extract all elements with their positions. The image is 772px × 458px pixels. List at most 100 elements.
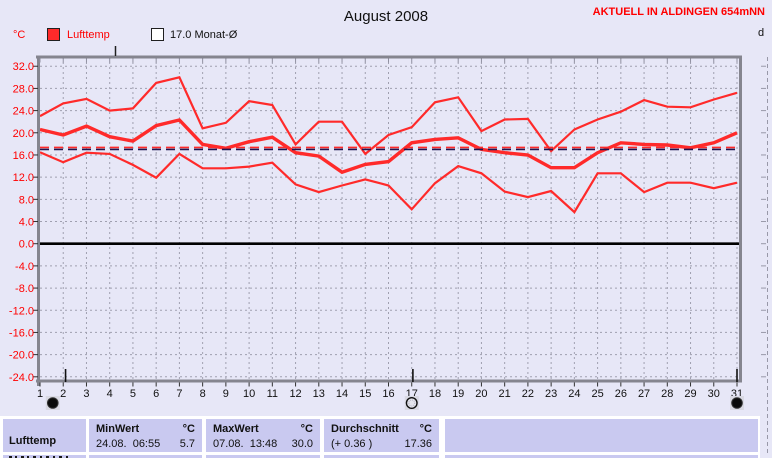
chart-grid [40, 57, 741, 381]
clipped-text-fragment [53, 456, 55, 458]
x-tick-label: 27 [638, 388, 650, 400]
next-chart-truncated-label: d [758, 27, 765, 39]
new-moon-icon [46, 397, 59, 409]
next-chart-truncated-axis [761, 57, 768, 456]
clipped-text-fragment [66, 456, 68, 458]
durchschnitt-unit: °C [419, 423, 432, 435]
y-axis-labels: 32.0 28.0 24.0 20.0 16.0 12.0 8.0 4.0 0.0 -4.0 -8.… [9, 61, 34, 384]
clipped-text-fragment [40, 456, 42, 458]
x-tick-label: 19 [452, 388, 464, 400]
y-tick-label: -24.0 [9, 372, 34, 384]
x-tick-label: 23 [545, 388, 557, 400]
legend-item-monat-avg[interactable]: 17.0 Monat-Ø [151, 28, 237, 41]
clipped-text-fragment [21, 456, 24, 458]
durchschnitt-detail: (+ 0.36 ) [331, 438, 373, 450]
clipped-second-row-cell [206, 455, 320, 458]
summary-table: Lufttemp MinWert °C 24.08. 06:55 5.7 Max… [0, 416, 760, 458]
y-tick-label: 24.0 [13, 106, 34, 118]
monat-avg-swatch-icon[interactable] [151, 28, 164, 41]
x-tick-label: 1 [37, 388, 43, 400]
lufttemp-max-line [39, 76, 738, 156]
x-tick-label: 14 [336, 388, 348, 400]
x-tick-label: 30 [708, 388, 720, 400]
x-tick-label: 22 [522, 388, 534, 400]
x-tick-label: 20 [475, 388, 487, 400]
moon-phase-markers [45, 369, 744, 410]
durchschnitt-cell: Durchschnitt °C (+ 0.36 ) 17.36 [324, 419, 439, 452]
x-tick-label: 3 [83, 388, 89, 400]
x-tick-label: 6 [153, 388, 159, 400]
plot-frame [36, 46, 742, 386]
clipped-second-row-cell [445, 455, 758, 458]
monat-avg-legend-label: 17.0 Monat-Ø [170, 28, 238, 41]
maxwert-unit: °C [300, 423, 313, 435]
maxwert-header: MaxWert [213, 423, 259, 435]
y-tick-label: -12.0 [9, 305, 34, 317]
x-tick-label: 10 [243, 388, 255, 400]
x-tick-label: 15 [359, 388, 371, 400]
new-moon-icon [731, 397, 743, 409]
x-tick-label: 7 [176, 388, 182, 400]
durchschnitt-value: 17.36 [404, 438, 432, 450]
clipped-second-row-cell [324, 455, 439, 458]
x-tick-label: 16 [382, 388, 394, 400]
station-label: AKTUELL IN ALDINGEN 654mNN [592, 6, 765, 18]
maxwert-value: 30.0 [291, 438, 313, 450]
y-tick-label: 16.0 [13, 150, 34, 162]
average-reference-lines [40, 146, 741, 151]
y-tick-label: 32.0 [13, 61, 34, 73]
x-tick-label: 28 [661, 388, 673, 400]
lufttemp-mean-line [39, 118, 738, 175]
x-tick-label: 4 [107, 388, 113, 400]
y-axis-unit: °C [13, 29, 26, 41]
y-tick-label: -8.0 [15, 283, 34, 295]
minwert-value: 5.7 [179, 438, 195, 450]
temperature-series [39, 76, 738, 214]
y-tick-label: -16.0 [9, 327, 34, 339]
x-tick-label: 26 [615, 388, 627, 400]
minwert-datetime: 24.08. 06:55 [96, 438, 161, 450]
clipped-text-fragment [9, 456, 12, 458]
empty-summary-cell [445, 419, 758, 452]
x-tick-label: 8 [200, 388, 206, 400]
full-moon-icon [405, 397, 418, 410]
lufttemp-min-line [39, 151, 738, 214]
page-title: August 2008 [343, 8, 429, 25]
y-tick-label: -20.0 [9, 350, 34, 362]
minwert-cell: MinWert °C 24.08. 06:55 5.7 [89, 419, 202, 452]
minwert-unit: °C [182, 423, 195, 435]
x-tick-label: 18 [429, 388, 441, 400]
x-axis-labels: 1 2 3 4 5 6 7 8 9 10 11 12 13 14 15 16 17 18 19 20 21 22 23 24 2… [37, 388, 743, 400]
x-tick-label: 25 [591, 388, 603, 400]
row-label-text: Lufttemp [9, 435, 57, 447]
lufttemp-swatch-icon[interactable] [47, 28, 60, 41]
table-row-label: Lufttemp [3, 419, 86, 452]
x-tick-label: 21 [499, 388, 511, 400]
legend-item-lufttemp[interactable]: Lufttemp [47, 28, 110, 41]
y-tick-label: 0.0 [19, 239, 34, 251]
x-tick-label: 12 [289, 388, 301, 400]
durchschnitt-header: Durchschnitt [331, 423, 399, 435]
clipped-text-fragment [46, 456, 49, 458]
clipped-text-fragment [15, 456, 17, 458]
clipped-text-fragment [27, 456, 29, 458]
y-tick-label: 20.0 [13, 128, 34, 140]
x-tick-label: 11 [267, 388, 278, 400]
y-tick-label: 12.0 [13, 172, 34, 184]
x-tick-label: 29 [684, 388, 696, 400]
x-tick-label: 24 [568, 388, 580, 400]
minwert-header: MinWert [96, 423, 140, 435]
x-tick-label: 13 [313, 388, 325, 400]
clipped-second-row-label-cell [3, 455, 86, 458]
x-tick-label: 2 [60, 388, 66, 400]
maxwert-datetime: 07.08. 13:48 [213, 438, 278, 450]
clipped-text-fragment [33, 456, 36, 458]
axis-ticks [33, 58, 738, 387]
y-tick-label: 8.0 [19, 194, 34, 206]
maxwert-cell: MaxWert °C 07.08. 13:48 30.0 [206, 419, 320, 452]
y-tick-label: 28.0 [13, 83, 34, 95]
clipped-second-row-cell [89, 455, 202, 458]
clipped-text-fragment [59, 456, 62, 458]
